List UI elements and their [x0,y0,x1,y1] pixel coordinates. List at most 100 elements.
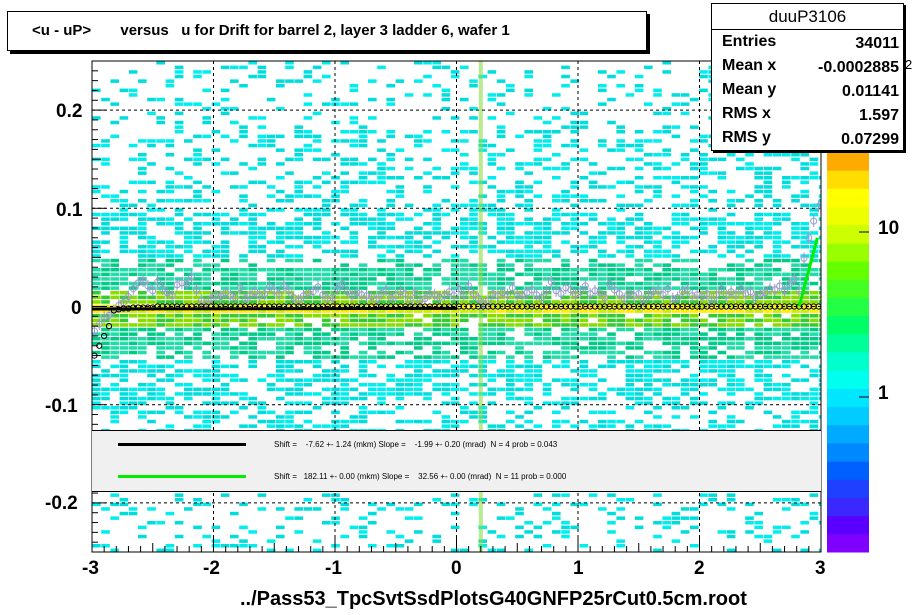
heatmap-cell [450,383,460,387]
heatmap-cell [662,350,671,355]
heatmap-cell [542,341,552,346]
heatmap-cell [101,323,110,327]
heatmap-cell [349,231,359,235]
heatmap-cell [800,231,809,235]
heatmap-cell [634,318,644,323]
heatmap-cell [671,341,681,346]
heatmap-cell [598,222,607,226]
heatmap-cell [634,74,644,79]
heatmap-cell [220,222,230,226]
heatmap-cell [690,415,699,419]
heatmap-cell [579,268,589,272]
heatmap-cell [395,235,405,240]
heatmap-cell [331,410,340,415]
heatmap-cell [579,544,589,548]
heatmap-cell [377,226,386,231]
heatmap-cell [690,401,699,405]
heatmap-cell [736,235,745,240]
heatmap-cell [496,373,506,378]
heatmap-cell [598,364,607,369]
stats-name: duuP3106 [712,4,903,30]
heatmap-cell [772,364,782,369]
heatmap-cell [800,314,809,318]
heatmap-cell [533,309,543,313]
heatmap-cell [607,318,616,323]
heatmap-cell [800,337,809,341]
heatmap-cell [423,235,432,240]
heatmap-cell [349,396,359,401]
heatmap-cell [552,277,561,281]
heatmap-cell [248,74,257,79]
heatmap-cell [110,346,119,350]
heatmap-cell [533,194,543,198]
heatmap-cell [331,189,340,194]
heatmap-cell [625,373,635,378]
heatmap-cell [303,350,313,355]
heatmap-cell [607,277,616,281]
heatmap-cell [570,120,579,125]
fit-lines [92,237,819,311]
heatmap-cell [496,102,506,106]
heatmap-cell [138,337,147,341]
heatmap-cell [331,286,340,290]
heatmap-cell [791,258,800,263]
profile-point [129,285,137,293]
heatmap-cell [726,268,736,272]
heatmap-cell [294,332,303,336]
heatmap-cell [128,88,138,93]
heatmap-cell [690,314,699,318]
heatmap-cell [809,396,819,401]
heatmap-cell [119,346,129,350]
heatmap-cell [754,189,763,194]
heatmap-cell [450,185,460,189]
heatmap-cell [377,245,386,249]
heatmap-cell [579,323,589,327]
heatmap-cell [211,249,221,254]
heatmap-cell [368,327,377,332]
heatmap-cell [193,373,202,378]
heatmap-cell [809,419,819,424]
heatmap-cell [800,304,809,309]
heatmap-cell [699,346,708,350]
heatmap-cell [174,309,184,313]
heatmap-cell [340,162,349,166]
heatmap-cell [285,314,294,318]
heatmap-cell [791,277,800,281]
profile-point [567,286,575,294]
heatmap-cell [285,245,294,249]
heatmap-cell [395,383,405,387]
profile-point [309,288,317,296]
heatmap-cell [294,157,303,162]
heatmap-cell [368,180,377,185]
heatmap-cell [257,337,267,341]
heatmap-cell [432,226,441,231]
heatmap-cell [450,74,460,79]
heatmap-cell [349,120,359,125]
heatmap-cell [294,194,303,198]
heatmap-cell [414,332,423,336]
heatmap-cell [754,272,763,277]
heatmap-cell [736,309,745,313]
heatmap-cell [276,337,285,341]
heatmap-cell [754,217,763,221]
heatmap-cell [653,406,662,410]
profile-point [606,280,614,288]
heatmap-cell [561,364,570,369]
heatmap-cell [809,212,819,217]
heatmap-cell [717,226,727,231]
heatmap-cell [285,61,294,65]
heatmap-cell [524,548,533,552]
heatmap-cell [404,364,414,369]
heatmap-cell [239,84,248,88]
heatmap-cell [276,240,285,244]
heatmap-cell [506,419,515,424]
heatmap-cell [147,272,156,277]
heatmap-cell [680,185,690,189]
heatmap-cell [322,102,331,106]
heatmap-cell [165,240,175,244]
heatmap-cell [386,387,395,392]
heatmap-cell [294,217,303,221]
heatmap-cell [542,143,552,148]
heatmap-cell [717,323,727,327]
